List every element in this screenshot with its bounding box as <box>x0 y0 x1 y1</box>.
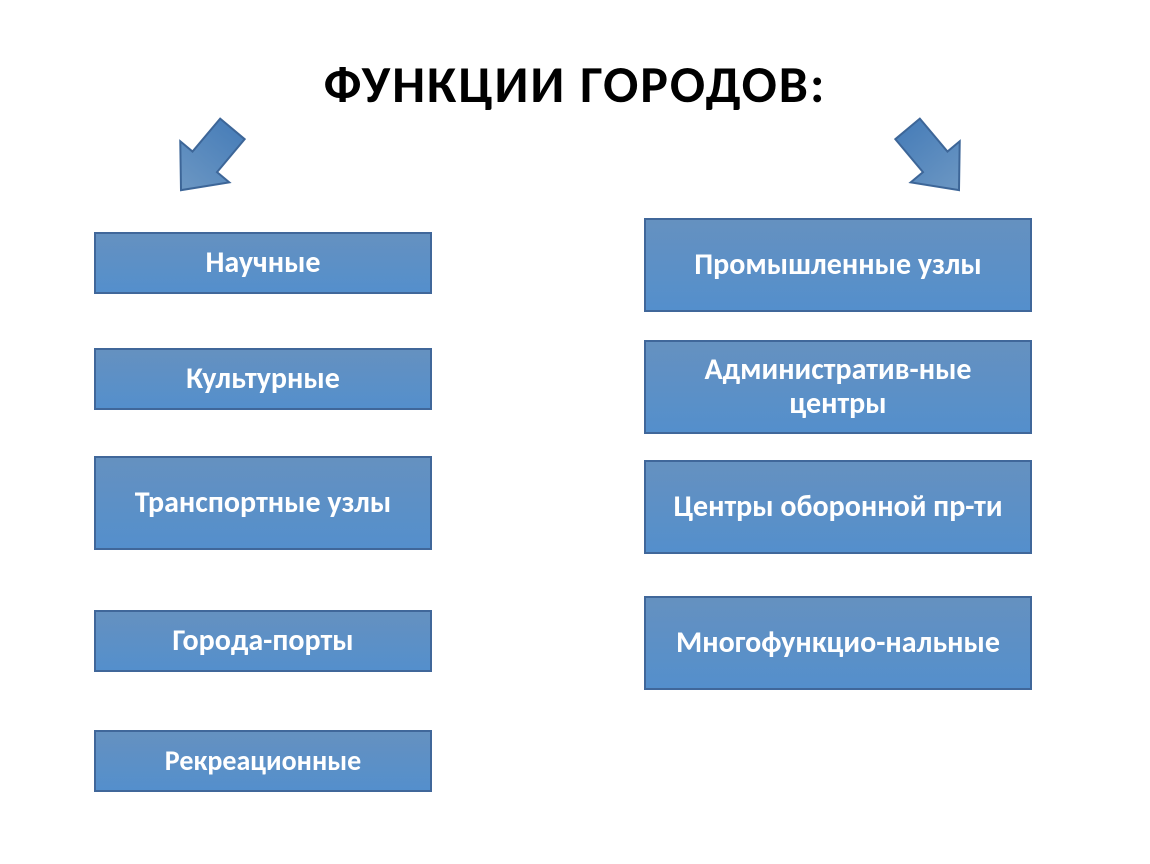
box-right-0-label: Промышленные узлы <box>694 248 982 283</box>
box-left-2: Транспортные узлы <box>94 456 432 550</box>
box-right-2-label: Центры оборонной пр-ти <box>673 490 1002 525</box>
box-left-2-label: Транспортные узлы <box>135 486 392 521</box>
box-left-0-label: Научные <box>205 246 320 281</box>
box-right-0: Промышленные узлы <box>644 218 1032 312</box>
arrow-left <box>158 108 258 208</box>
box-right-3-label: Многофункцио-нальные <box>676 626 1000 661</box>
diagram-title: ФУНКЦИИ ГОРОДОВ: <box>0 52 1150 116</box>
box-right-2: Центры оборонной пр-ти <box>644 460 1032 554</box>
box-left-4-label: Рекреационные <box>165 745 362 777</box>
box-right-3: Многофункцио-нальные <box>644 596 1032 690</box>
arrow-right <box>882 108 982 208</box>
box-left-4: Рекреационные <box>94 730 432 792</box>
box-left-3: Города-порты <box>94 610 432 672</box>
box-right-1-label: Административ-ные центры <box>656 353 1020 422</box>
box-right-1: Административ-ные центры <box>644 340 1032 434</box>
box-left-1-label: Культурные <box>186 362 340 397</box>
box-left-0: Научные <box>94 232 432 294</box>
box-left-3-label: Города-порты <box>172 624 353 659</box>
box-left-1: Культурные <box>94 348 432 410</box>
